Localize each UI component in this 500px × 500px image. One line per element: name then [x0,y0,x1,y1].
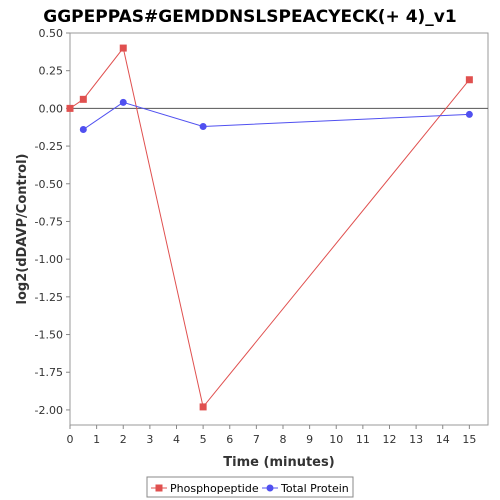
data-point [66,104,74,112]
y-tick-label: -0.50 [35,178,63,191]
chart-title: GGPEPPAS#GEMDDNSLSPEACYECK(+ 4)_v1 [43,7,456,27]
data-point [465,76,473,84]
x-tick-label: 1 [93,433,100,446]
y-axis-label: log2(dDAVP/Control) [15,154,30,305]
series-markers [66,44,473,411]
x-tick-label: 13 [409,433,423,446]
y-axis: 0.50 0.25 0.00 -0.25 -0.50 -0.75 -1.00 -1.25 -1.… [35,27,70,417]
legend-swatch-marker [155,484,163,492]
y-tick-label: -1.75 [35,366,63,379]
x-tick-label: 11 [356,433,370,446]
x-tick-label: 9 [306,433,313,446]
legend-swatch-marker [266,484,274,492]
x-tick-label: 3 [146,433,153,446]
data-point [465,110,473,118]
plot-area [69,32,489,426]
series-line-1 [83,101,470,130]
legend-box [146,476,354,498]
legend-label: Total Protein [280,482,349,495]
y-tick-label: 0.25 [39,65,64,78]
data-point [199,122,207,130]
legend: Phosphopeptide Total Protein [146,476,354,498]
x-tick-label: 10 [329,433,343,446]
y-tick-label: 0.50 [39,27,64,40]
x-tick-label: 4 [173,433,180,446]
x-axis-label: Time (minutes) [223,455,334,470]
y-tick-label: -1.25 [35,291,63,304]
y-tick-label: -1.50 [35,329,63,342]
data-point [119,44,127,52]
x-tick-label: 5 [200,433,207,446]
x-axis: 0 1 2 3 4 5 6 7 8 9 10 11 12 13 14 15 [67,425,476,446]
x-tick-label: 6 [226,433,233,446]
y-tick-label: -0.25 [35,140,63,153]
x-tick-label: 0 [67,433,74,446]
data-point [199,403,207,411]
y-tick-label: -0.75 [35,215,63,228]
y-tick-label: -1.00 [35,253,63,266]
data-point [119,98,127,106]
x-tick-label: 15 [462,433,476,446]
x-tick-label: 7 [253,433,260,446]
x-tick-label: 12 [382,433,396,446]
x-tick-label: 2 [120,433,127,446]
x-tick-label: 8 [279,433,286,446]
x-tick-label: 14 [436,433,450,446]
data-point [79,125,87,133]
y-tick-label: -2.00 [35,404,63,417]
legend-label: Phosphopeptide [170,482,259,495]
y-tick-label: 0.00 [39,102,64,115]
data-point [79,95,87,103]
